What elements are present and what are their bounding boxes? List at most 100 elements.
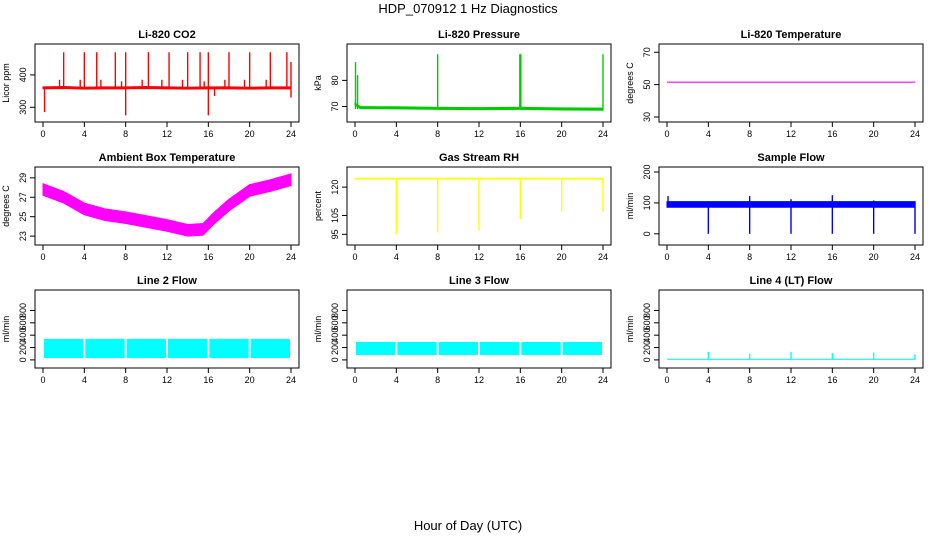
panel-title: Line 2 Flow xyxy=(137,275,197,287)
x-tick-label: 20 xyxy=(869,129,879,139)
x-tick-label: 0 xyxy=(352,129,357,139)
x-tick-label: 0 xyxy=(40,129,45,139)
x-tick-label: 20 xyxy=(557,375,567,385)
x-tick-label: 16 xyxy=(827,252,837,262)
y-tick-label: 70 xyxy=(330,102,340,112)
y-tick-label: 200 xyxy=(330,340,340,355)
x-tick-label: 4 xyxy=(82,375,87,385)
panel-frame xyxy=(658,43,924,123)
y-axis-label: ml/min xyxy=(313,316,323,343)
panel-4: Ambient Box Temperature degrees C 0 4 8 12 16 2… xyxy=(1,152,300,262)
y-tick-label: 23 xyxy=(18,231,28,241)
x-tick-label: 20 xyxy=(557,252,567,262)
x-tick-label: 4 xyxy=(706,252,711,262)
y-axis-label: degrees C xyxy=(625,62,635,104)
x-tick-label: 24 xyxy=(598,375,608,385)
x-tick-label: 4 xyxy=(394,129,399,139)
panel-title: Ambient Box Temperature xyxy=(99,152,236,164)
y-tick-label: 400 xyxy=(18,67,28,82)
y-tick-label: 600 xyxy=(18,315,28,330)
y-tick-label: 400 xyxy=(330,328,340,343)
flow-band xyxy=(168,338,208,359)
panel-9: Line 4 (LT) Flow ml/min 0 4 8 12 16 20 24 0 200400… xyxy=(625,275,924,385)
y-tick-label: 27 xyxy=(18,192,28,202)
x-tick-label: 12 xyxy=(786,129,796,139)
y-tick-label: 800 xyxy=(330,303,340,318)
x-tick-label: 0 xyxy=(352,252,357,262)
x-tick-label: 4 xyxy=(82,252,87,262)
y-tick-label: 800 xyxy=(18,303,28,318)
y-tick-label: 50 xyxy=(642,80,652,90)
x-tick-label: 16 xyxy=(203,252,213,262)
y-tick-label: 100 xyxy=(642,195,652,210)
panel-title: Li-820 CO2 xyxy=(138,29,195,41)
x-tick-label: 4 xyxy=(82,129,87,139)
x-tick-label: 8 xyxy=(435,252,440,262)
series-line xyxy=(42,179,292,231)
x-tick-label: 8 xyxy=(123,129,128,139)
x-tick-label: 20 xyxy=(245,375,255,385)
x-tick-label: 24 xyxy=(598,129,608,139)
x-tick-label: 16 xyxy=(515,252,525,262)
x-tick-label: 0 xyxy=(40,375,45,385)
y-tick-label: 800 xyxy=(642,303,652,318)
x-tick-label: 8 xyxy=(435,129,440,139)
x-tick-label: 12 xyxy=(474,252,484,262)
x-tick-label: 24 xyxy=(910,252,920,262)
y-tick-label: 0 xyxy=(642,357,652,362)
y-tick-label: 105 xyxy=(330,208,340,223)
panel-title: Line 4 (LT) Flow xyxy=(750,275,833,287)
x-tick-label: 0 xyxy=(664,129,669,139)
panel-5: Gas Stream RH percent 0 4 8 12 16 20 24 95 105 120 xyxy=(313,152,612,262)
x-tick-label: 16 xyxy=(515,129,525,139)
x-tick-label: 20 xyxy=(869,375,879,385)
y-axis-label: ml/min xyxy=(625,193,635,220)
flow-band xyxy=(480,341,520,355)
panel-frame xyxy=(34,43,300,123)
x-tick-label: 20 xyxy=(557,129,567,139)
x-tick-label: 8 xyxy=(747,375,752,385)
panel-title: Li-820 Temperature xyxy=(741,29,842,41)
x-tick-label: 8 xyxy=(747,252,752,262)
x-tick-label: 12 xyxy=(162,252,172,262)
flow-band xyxy=(521,341,561,355)
flow-band xyxy=(126,338,166,359)
series-line xyxy=(354,103,604,110)
flow-band xyxy=(562,341,602,355)
x-tick-label: 16 xyxy=(203,129,213,139)
flow-band xyxy=(85,338,125,359)
panel-2: Li-820 Pressure kPa 0 4 8 12 16 20 24 70 80 xyxy=(313,29,612,139)
x-tick-label: 4 xyxy=(394,375,399,385)
x-tick-label: 4 xyxy=(706,375,711,385)
y-tick-label: 300 xyxy=(18,100,28,115)
x-tick-label: 0 xyxy=(352,375,357,385)
x-tick-label: 24 xyxy=(598,252,608,262)
panel-6: Sample Flow ml/min 0 4 8 12 16 20 24 0 100 200 xyxy=(625,152,924,262)
y-tick-label: 0 xyxy=(330,357,340,362)
x-tick-label: 16 xyxy=(827,129,837,139)
x-axis-title: Hour of Day (UTC) xyxy=(413,518,523,533)
flow-band xyxy=(397,341,437,355)
flow-band xyxy=(250,338,290,359)
x-tick-label: 8 xyxy=(747,129,752,139)
y-tick-label: 95 xyxy=(330,229,340,239)
y-tick-label: 600 xyxy=(330,315,340,330)
x-tick-label: 12 xyxy=(474,375,484,385)
y-axis-label: kPa xyxy=(313,75,323,91)
x-tick-label: 8 xyxy=(435,375,440,385)
x-tick-label: 16 xyxy=(203,375,213,385)
panel-3: Li-820 Temperature degrees C 0 4 8 12 16 20 24 30… xyxy=(625,29,924,139)
flow-band xyxy=(438,341,478,355)
y-tick-label: 200 xyxy=(642,340,652,355)
panel-1: Li-820 CO2 Licor ppm 0 4 8 12 16 20 24 300 400 xyxy=(1,29,300,139)
y-tick-label: 200 xyxy=(642,164,652,179)
panel-7: Line 2 Flow ml/min 0 4 8 12 16 20 24 0 20040060080… xyxy=(1,275,300,385)
x-tick-label: 24 xyxy=(910,375,920,385)
y-tick-label: 0 xyxy=(642,231,652,236)
x-tick-label: 24 xyxy=(286,252,296,262)
x-tick-label: 20 xyxy=(245,129,255,139)
flow-band xyxy=(44,338,84,359)
panel-frame xyxy=(346,289,612,369)
